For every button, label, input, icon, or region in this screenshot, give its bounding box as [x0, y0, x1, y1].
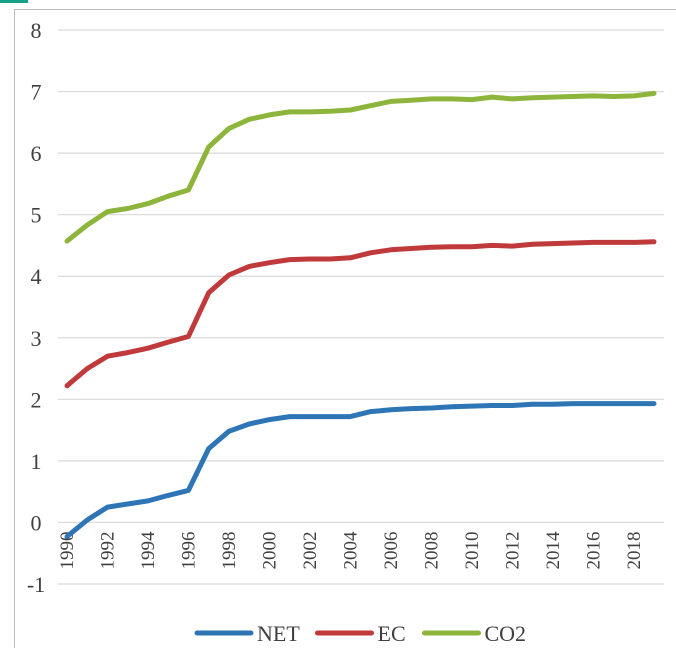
gridlines [58, 29, 664, 585]
x-tick-label: 1994 [138, 531, 159, 570]
x-tick-label: 1998 [219, 531, 240, 569]
x-tick-label: 1990 [57, 531, 78, 569]
x-tick-label: 2010 [462, 531, 483, 569]
y-tick-label: 5 [31, 203, 42, 228]
series-line-net [64, 401, 657, 540]
series-line-ec [64, 239, 657, 389]
x-tick-label: 2012 [502, 531, 523, 569]
x-tick-label: 1996 [178, 531, 199, 569]
y-tick-label: 0 [31, 510, 42, 535]
x-tick-label: 2018 [624, 531, 645, 569]
x-tick-label: 2000 [259, 531, 280, 569]
frame-border-left [14, 9, 15, 648]
legend-label-net: NET [257, 621, 300, 646]
frame-border-top [14, 9, 676, 10]
y-tick-label: 7 [31, 80, 42, 105]
x-tick-label: 2014 [543, 531, 564, 570]
y-tick-label: 4 [31, 264, 42, 289]
x-tick-label: 2016 [583, 531, 604, 569]
x-tick-label: 2004 [340, 531, 361, 570]
y-axis-ticks: 8 7 6 5 4 3 2 1 0 -1 [27, 18, 45, 597]
x-tick-label: 1992 [97, 531, 118, 569]
y-tick-label: -1 [27, 572, 45, 597]
x-tick-label: 2008 [421, 531, 442, 569]
y-tick-label: 2 [31, 387, 42, 412]
series-lines [64, 90, 657, 540]
y-tick-label: 6 [31, 141, 42, 166]
header-strip [0, 0, 676, 8]
legend: NET EC CO2 [194, 621, 527, 646]
legend-label-co2: CO2 [485, 621, 527, 646]
x-axis-ticks: 1990 1992 1994 1996 1998 2000 2002 2004 2006 2008… [57, 531, 645, 570]
x-tick-label: 2006 [381, 531, 402, 569]
y-tick-label: 1 [31, 449, 42, 474]
header-accent [0, 0, 28, 3]
legend-label-ec: EC [378, 621, 406, 646]
series-line-co2 [64, 90, 657, 244]
y-tick-label: 8 [31, 18, 42, 43]
y-tick-label: 3 [31, 326, 42, 351]
x-tick-label: 2002 [300, 531, 321, 569]
